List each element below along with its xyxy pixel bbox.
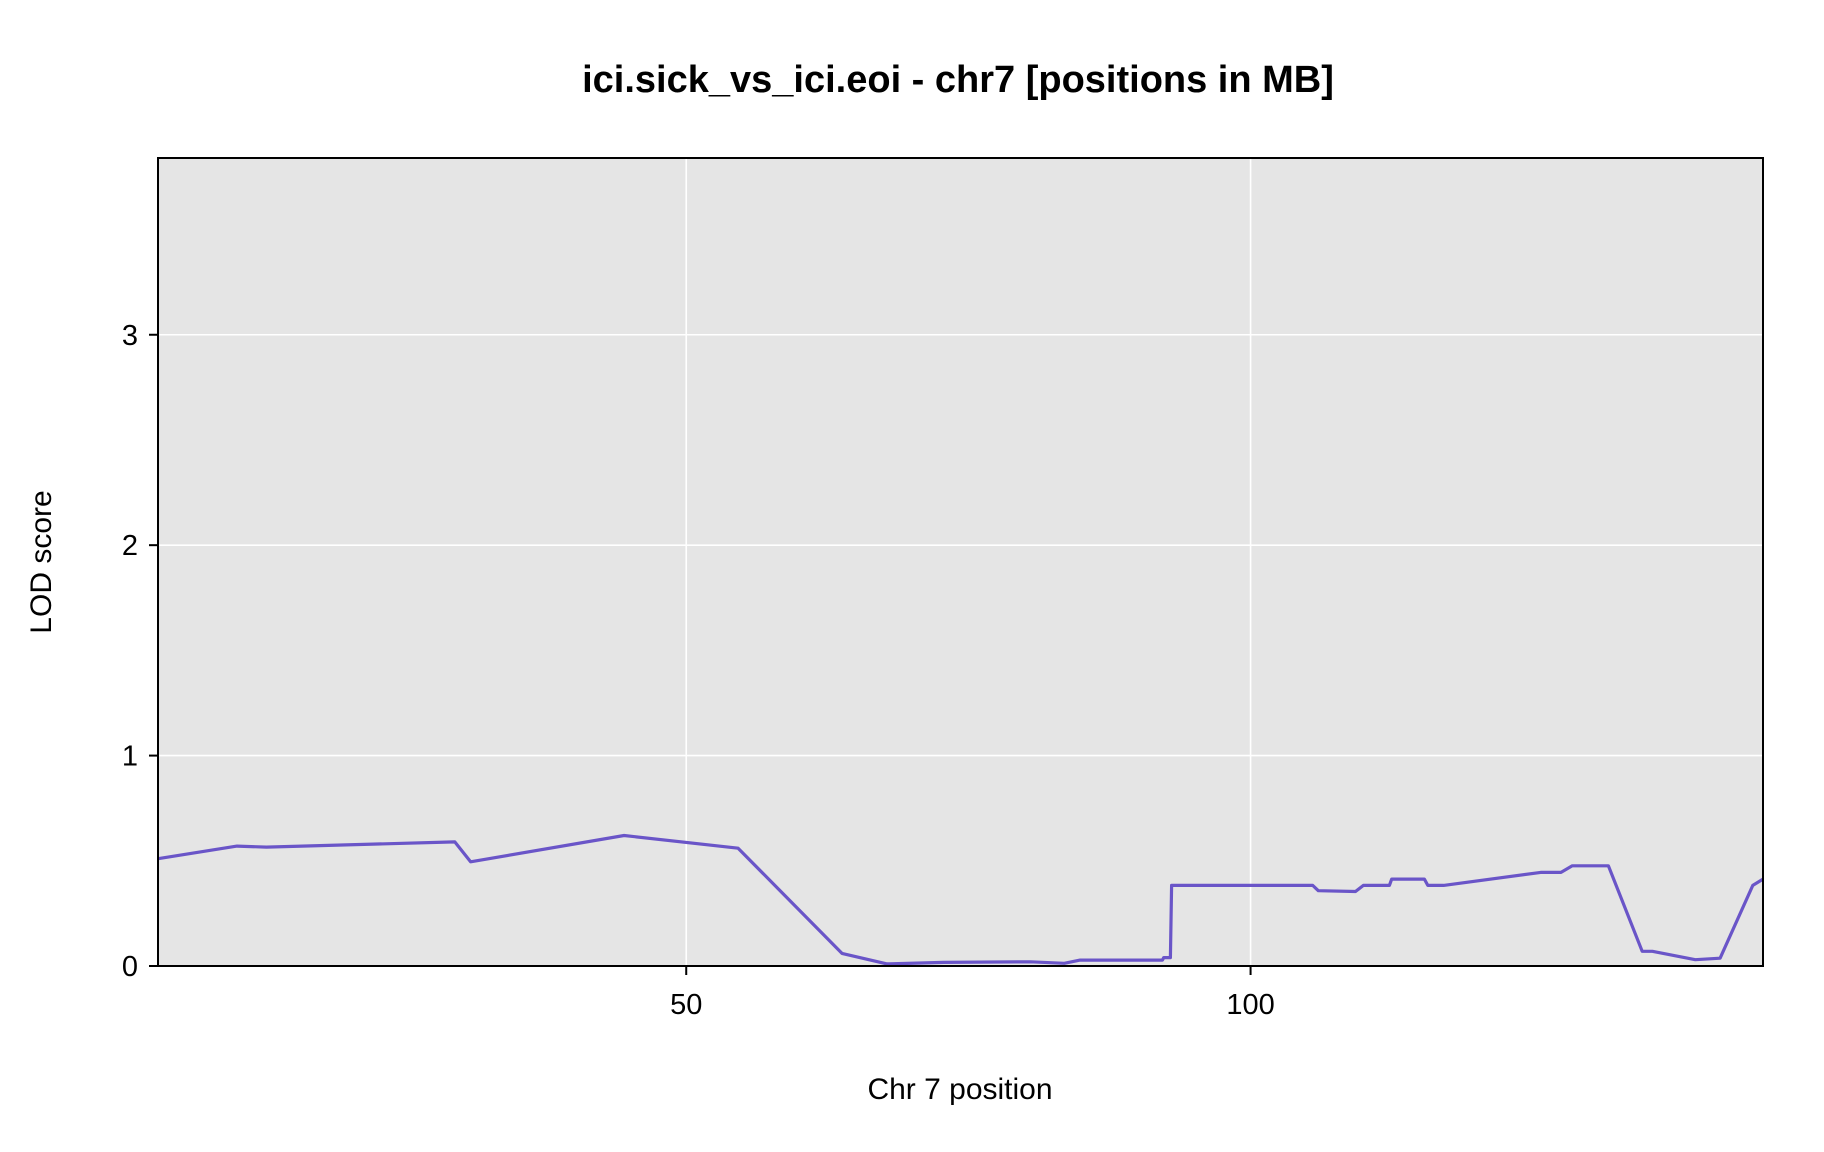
- plot-panel: [158, 158, 1763, 966]
- y-tick-label-1: 1: [122, 741, 138, 773]
- x-tick-label-1: 100: [1226, 989, 1274, 1021]
- plot-border: [157, 157, 1764, 967]
- y-tick-label-2: 2: [122, 530, 138, 562]
- x-gridlines: [685, 158, 1252, 966]
- y-axis-label: LOD score: [25, 490, 58, 633]
- y-tick-label-0: 0: [122, 951, 138, 983]
- x-tick-label-0: 50: [670, 989, 702, 1021]
- x-axis-ticks: 50 100: [670, 966, 1275, 1021]
- x-axis-label: Chr 7 position: [867, 1073, 1052, 1106]
- chart-title: ici.sick_vs_ici.eoi - chr7 [positions in…: [582, 59, 1334, 101]
- y-tick-label-3: 3: [122, 320, 138, 352]
- lod-series-line: [157, 833, 1764, 966]
- y-gridlines: [158, 333, 1763, 757]
- y-axis-ticks: 0 1 2 3: [122, 320, 158, 983]
